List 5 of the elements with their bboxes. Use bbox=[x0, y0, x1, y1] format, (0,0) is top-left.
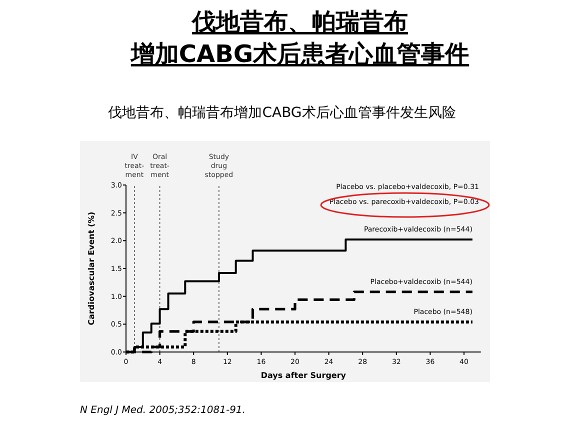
chart-subtitle: 伐地昔布、帕瑞昔布增加CABG术后心血管事件发生风险 bbox=[108, 105, 456, 121]
x-axis-title: Days after Surgery bbox=[260, 371, 347, 380]
text: N Engl J Med. 2005;352:1081-91. bbox=[80, 405, 246, 416]
chart-title: 伐地昔布、帕瑞昔布增加CABG术后患者心血管事件 bbox=[130, 8, 470, 68]
y-axis-title: Cardiovascular Event (%) bbox=[87, 212, 96, 326]
